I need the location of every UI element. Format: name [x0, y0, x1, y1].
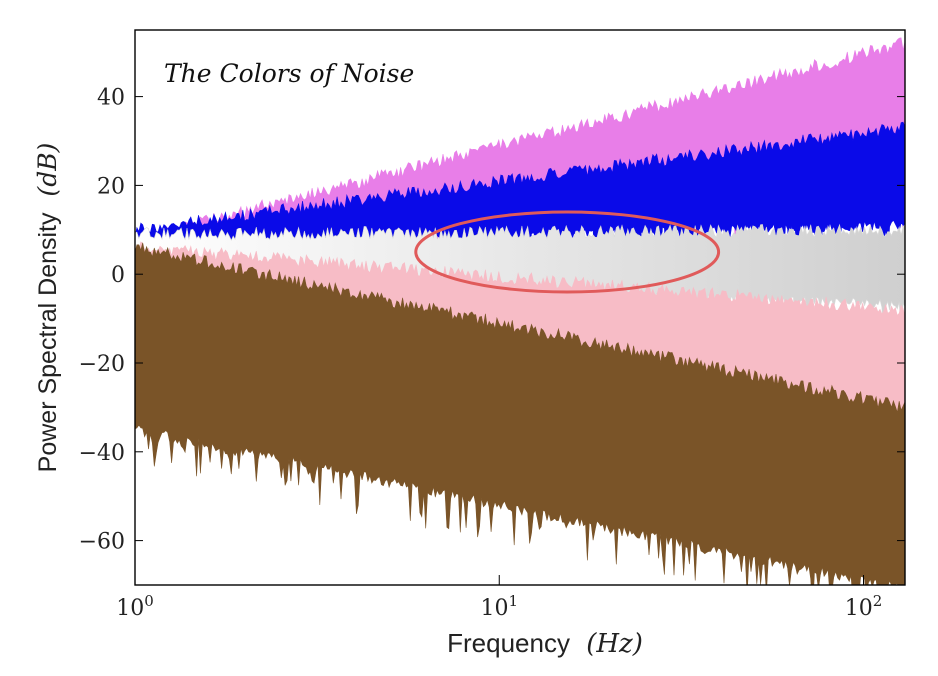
axis-ticks: 40 20 0 −20 −40 −60 100 101 102	[79, 86, 905, 621]
y-axis-unit: (dB)	[33, 143, 62, 197]
x-tick-label: 101	[480, 592, 518, 621]
x-tick-label: 100	[116, 592, 154, 621]
x-axis-label: Frequency	[447, 628, 570, 658]
y-tick-label: −60	[79, 530, 125, 555]
y-tick-label: 40	[97, 86, 125, 111]
x-axis-unit: (Hz)	[586, 629, 643, 659]
y-axis-label: Power Spectral Density	[34, 212, 62, 472]
y-tick-label: −20	[79, 352, 125, 377]
highlight-ellipse	[414, 210, 721, 294]
plot-frame	[134, 29, 906, 586]
y-tick-label: 0	[111, 263, 125, 288]
y-axis-title: Power Spectral Density (dB)	[33, 143, 62, 473]
y-tick-label: 20	[97, 174, 125, 199]
noise-series-band-5	[135, 242, 905, 585]
y-tick-label: −40	[79, 441, 125, 466]
plot-area	[135, 37, 905, 585]
x-tick-label: 102	[845, 592, 883, 621]
chart-title: The Colors of Noise	[164, 59, 414, 88]
x-axis-title: Frequency (Hz)	[447, 628, 643, 659]
